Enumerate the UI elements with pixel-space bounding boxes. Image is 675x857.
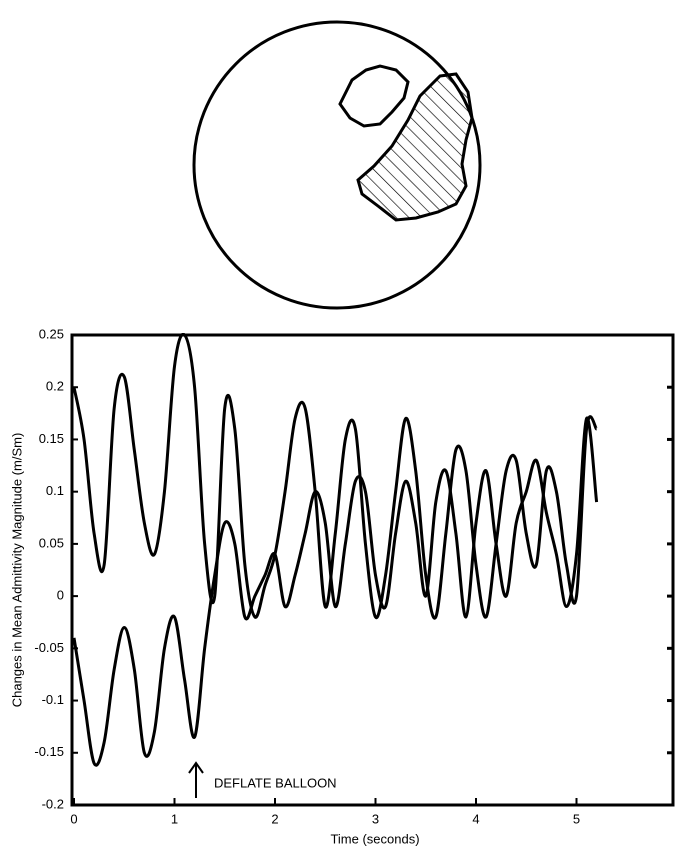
y-axis-label: Changes in Mean Admittivity Magnitude (m…: [9, 433, 24, 708]
x-tick-label: 0: [70, 811, 77, 826]
series-line: [74, 334, 597, 618]
plot-frame: [72, 335, 673, 805]
y-tick-label: -0.1: [42, 692, 64, 707]
x-tick-label: 4: [472, 811, 479, 826]
x-tick-label: 3: [372, 811, 379, 826]
y-tick-label: -0.05: [34, 640, 64, 655]
x-tick-label: 5: [573, 811, 580, 826]
y-tick-label: 0.1: [46, 483, 64, 498]
y-tick-label: 0.05: [39, 535, 64, 550]
y-tick-label: 0.15: [39, 431, 64, 446]
annotation: DEFLATE BALLOON: [214, 775, 337, 790]
x-tick-label: 1: [171, 811, 178, 826]
y-tick-label: -0.2: [42, 796, 64, 811]
y-tick-label: 0.25: [39, 326, 64, 341]
figure: Changes in Mean Admittivity Magnitude (m…: [0, 0, 675, 852]
hatched-region: [358, 74, 472, 220]
annotation-arrow: [189, 763, 203, 798]
y-tick-label: 0.2: [46, 379, 64, 394]
x-tick-label: 2: [271, 811, 278, 826]
y-tick-label: -0.15: [34, 744, 64, 759]
cross-section-diagram: [194, 22, 480, 308]
plot-lines: [74, 334, 597, 765]
small-region: [340, 66, 408, 126]
x-axis-label: Time (seconds): [330, 831, 419, 846]
page: {"chart_data": {"type": "line", "x_label…: [0, 0, 675, 852]
y-tick-label: 0: [57, 588, 64, 603]
